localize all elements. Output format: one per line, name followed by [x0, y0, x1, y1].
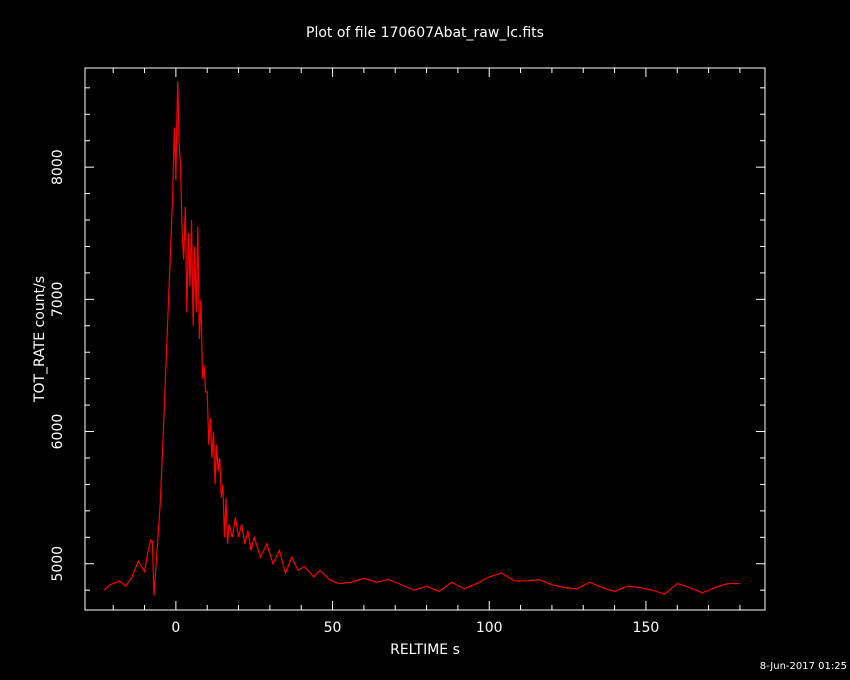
x-axis-label: RELTIME s — [390, 642, 460, 658]
x-tick-label: 100 — [476, 620, 503, 636]
y-tick-label: 8000 — [50, 149, 66, 185]
y-tick-label: 6000 — [50, 414, 66, 450]
y-axis-label: TOT_RATE count/s — [32, 276, 48, 403]
timestamp: 8-Jun-2017 01:25 — [760, 661, 847, 672]
x-tick-label: 0 — [171, 620, 180, 636]
y-tick-label: 5000 — [50, 546, 66, 582]
y-tick-label: 7000 — [50, 282, 66, 318]
chart-title: Plot of file 170607Abat_raw_lc.fits — [306, 25, 544, 41]
plot-frame — [84, 67, 766, 611]
x-tick-label: 50 — [324, 620, 342, 636]
x-tick-label: 150 — [633, 620, 660, 636]
light-curve — [103, 81, 740, 596]
